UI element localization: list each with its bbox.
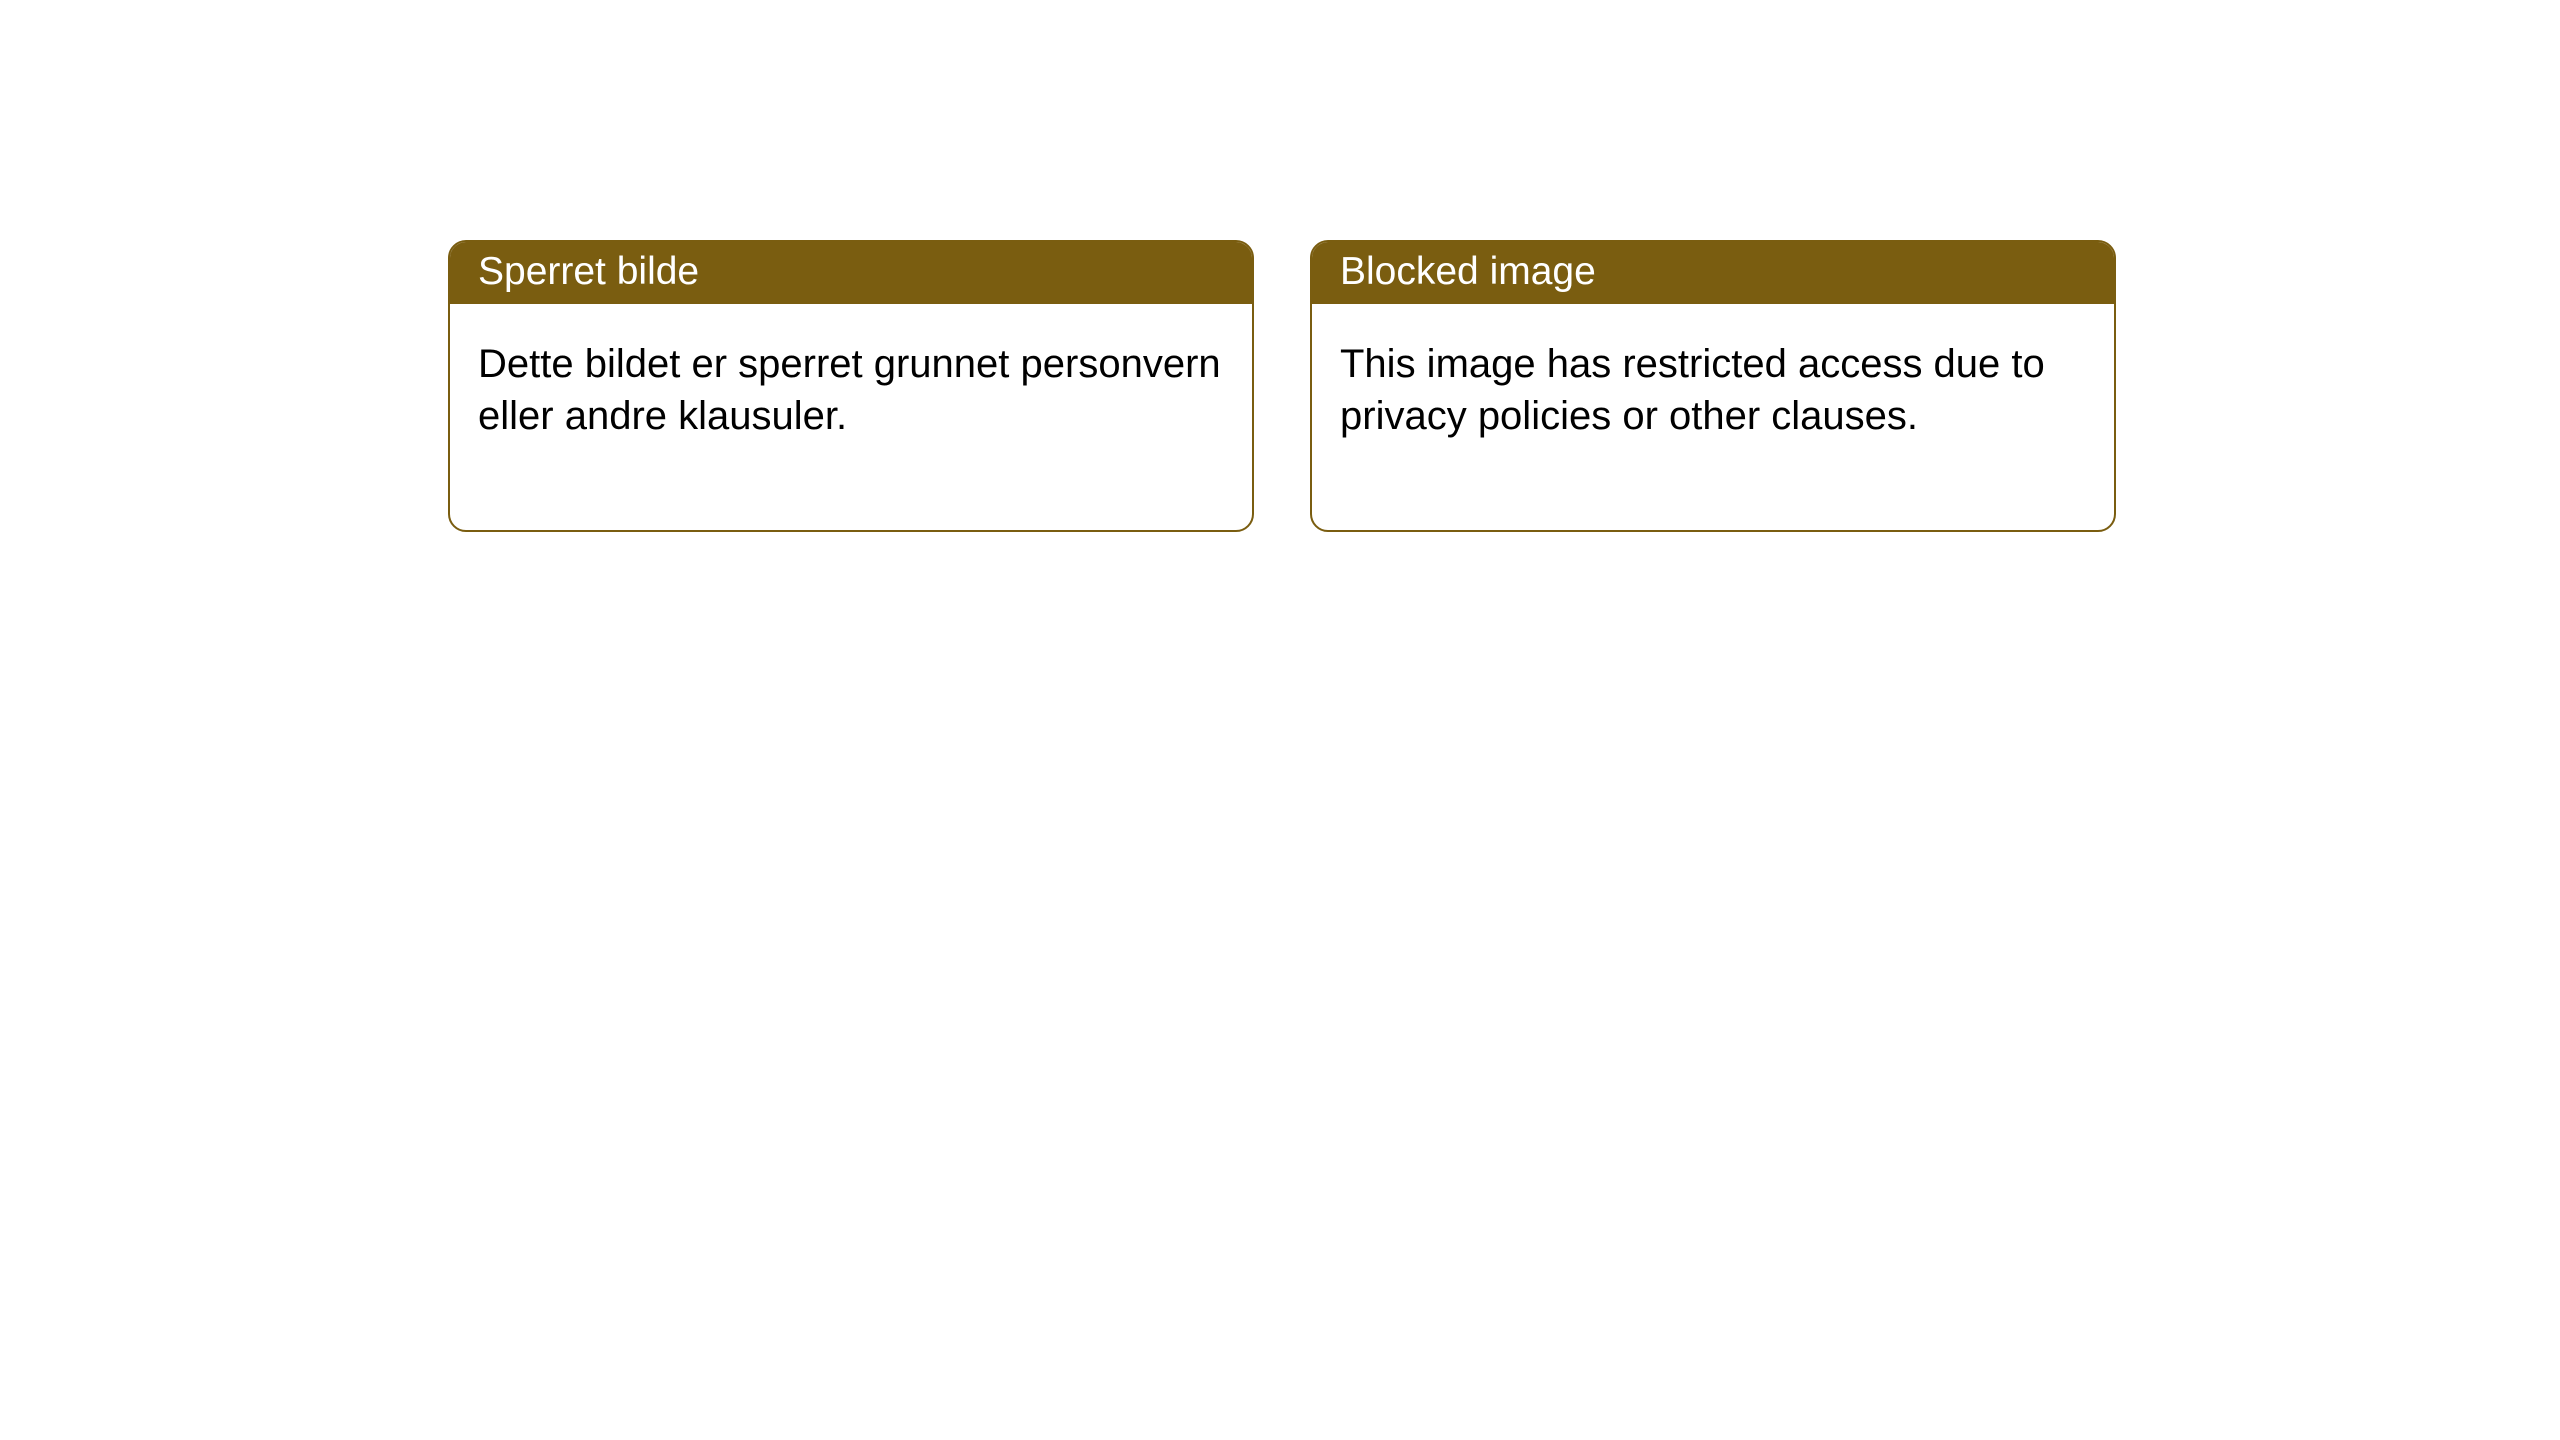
notice-body: This image has restricted access due to … (1312, 304, 2114, 530)
notice-header: Sperret bilde (450, 242, 1252, 304)
notice-card-norwegian: Sperret bilde Dette bildet er sperret gr… (448, 240, 1254, 532)
notice-body: Dette bildet er sperret grunnet personve… (450, 304, 1252, 530)
notice-header: Blocked image (1312, 242, 2114, 304)
notice-card-english: Blocked image This image has restricted … (1310, 240, 2116, 532)
notice-container: Sperret bilde Dette bildet er sperret gr… (0, 0, 2560, 532)
